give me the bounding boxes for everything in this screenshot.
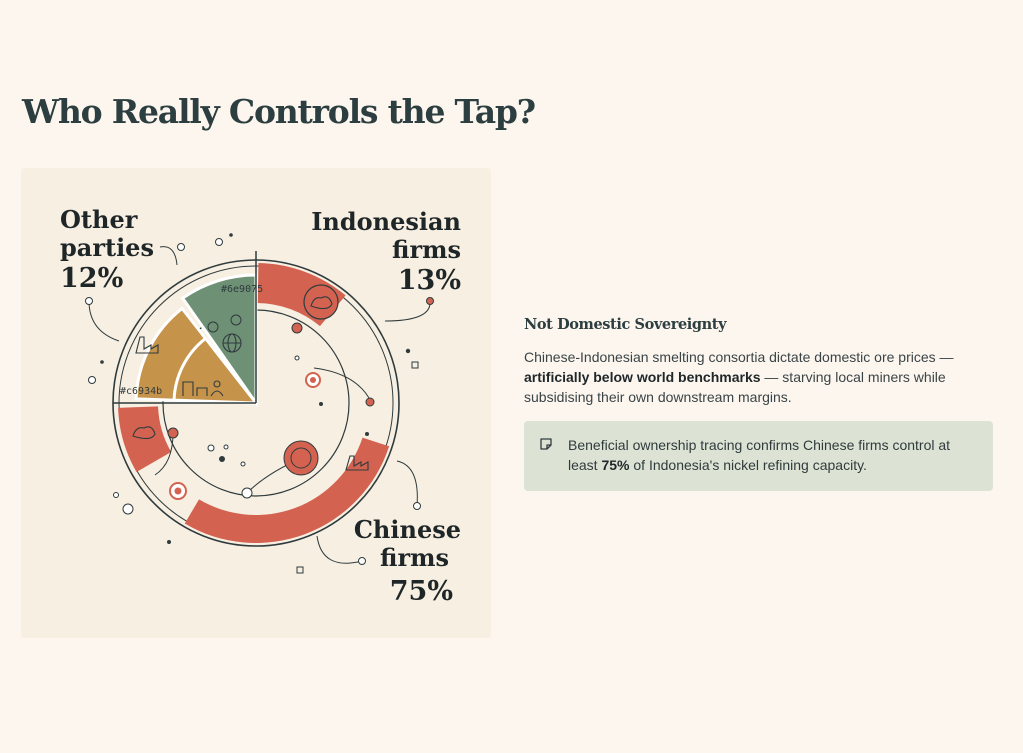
body-text-start: Chinese-Indonesian smelting consortia di… bbox=[524, 349, 954, 365]
label-chinese-line2: firms bbox=[380, 543, 449, 572]
connector-other bbox=[159, 246, 178, 266]
connector-chinese-bottom bbox=[316, 535, 363, 564]
ownership-chart-svg: #6e9075 #c6934b bbox=[60, 205, 461, 607]
note-icon bbox=[540, 438, 552, 450]
sidebar-panel: Not Domestic Sovereignty Chinese-Indones… bbox=[524, 316, 994, 491]
connector-inner-2 bbox=[313, 367, 370, 399]
gold-hex-label: #c6934b bbox=[120, 386, 162, 397]
callout-text-start: Beneficial ownership tracing confirms Ch… bbox=[568, 437, 951, 473]
label-other-line2: parties bbox=[60, 233, 154, 262]
wedge-indonesian-inner bbox=[180, 273, 258, 408]
sidebar-heading: Not Domestic Sovereignty bbox=[524, 316, 727, 333]
connector-chinese bbox=[396, 460, 418, 507]
ore-icon-lower-left bbox=[132, 426, 156, 440]
callout-text-emphasis: 75% bbox=[601, 457, 630, 473]
callout-text-end: of Indonesia's nickel refining capacity. bbox=[629, 457, 867, 473]
factory-icon-chinese bbox=[345, 455, 369, 471]
ownership-chart: #6e9075 #c6934b bbox=[21, 168, 491, 638]
label-other-pct: 12% bbox=[60, 263, 123, 294]
label-indonesian-line1: Indonesian bbox=[311, 207, 461, 236]
factory-icon bbox=[135, 336, 159, 354]
page-title: Who Really Controls the Tap? bbox=[22, 92, 536, 131]
globe-icon bbox=[222, 333, 242, 353]
sidebar-body: Chinese-Indonesian smelting consortia di… bbox=[524, 347, 1004, 407]
body-text-end: — starving local miners while subsidisin… bbox=[524, 369, 946, 405]
decorative-dots bbox=[85, 233, 434, 574]
segment-chinese-firms bbox=[184, 437, 390, 543]
label-chinese-line1: Chinese bbox=[354, 515, 461, 544]
connector-other-left bbox=[88, 300, 120, 342]
segment-chinese-lower-left bbox=[118, 406, 172, 472]
body-text-emphasis: artificially below world benchmarks bbox=[524, 369, 761, 385]
green-hex-label: #6e9075 bbox=[221, 284, 263, 295]
label-indonesian-line2: firms bbox=[392, 235, 461, 264]
label-other-line1: Other bbox=[60, 205, 138, 234]
label-indonesian-pct: 13% bbox=[398, 265, 461, 296]
exchange-icon bbox=[207, 314, 242, 333]
worker-factory-icon bbox=[182, 380, 224, 397]
label-chinese-pct: 75% bbox=[390, 576, 453, 607]
callout-box: Beneficial ownership tracing confirms Ch… bbox=[524, 421, 993, 491]
ore-icon-indonesian bbox=[303, 284, 339, 320]
connector-indonesian bbox=[384, 300, 431, 322]
wedge-other-inner bbox=[172, 336, 260, 405]
